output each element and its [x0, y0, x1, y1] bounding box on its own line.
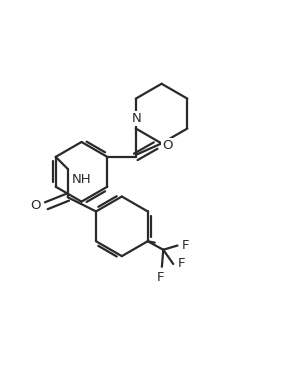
Text: F: F — [177, 257, 185, 270]
Text: O: O — [30, 199, 41, 212]
Text: F: F — [157, 271, 164, 284]
Text: NH: NH — [71, 173, 91, 186]
Text: N: N — [131, 112, 141, 125]
Text: F: F — [182, 239, 189, 252]
Text: O: O — [162, 139, 173, 152]
